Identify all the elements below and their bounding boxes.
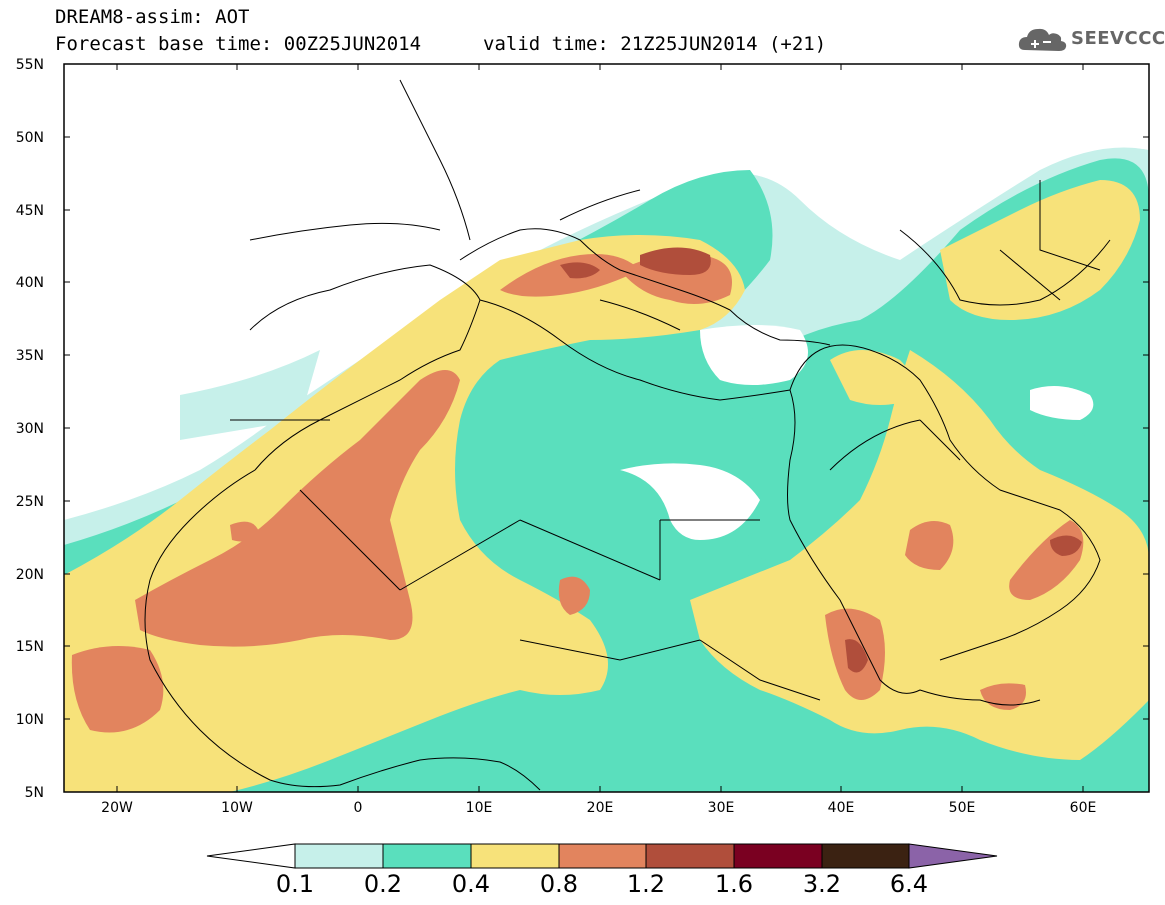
lat-label: 50N [16, 130, 44, 146]
colorbar-label: 1.6 [715, 870, 753, 898]
colorbar-segment [821, 843, 910, 869]
colorbar-label: 0.1 [276, 870, 314, 898]
colorbar-segment [733, 843, 823, 869]
lon-label: 60E [1070, 800, 1097, 816]
lon-label: 40E [828, 800, 855, 816]
colorbar-label: 1.2 [627, 870, 665, 898]
lon-label: 10E [466, 800, 493, 816]
colorbar-label: 0.4 [452, 870, 490, 898]
colorbar-segment [294, 843, 384, 869]
lat-label: 20N [16, 567, 44, 583]
lon-label: 50E [949, 800, 976, 816]
lon-label: 20W [101, 800, 133, 816]
valid-time: valid time: 21Z25JUN2014 (+21) [483, 33, 827, 55]
aot-band-low [64, 64, 1149, 540]
colorbar-segment [470, 843, 560, 869]
lon-label: 10W [221, 800, 253, 816]
lat-label: 25N [16, 494, 44, 510]
lon-axis: 20W 10W 0 10E 20E 30E 40E 50E 60E [101, 64, 1096, 816]
logo-text: SEEVCCC [1071, 28, 1165, 49]
lon-label: 0 [354, 800, 363, 816]
colorbar-segment [558, 843, 647, 869]
colorbar-label: 6.4 [890, 870, 928, 898]
seevccc-logo: SEEVCCC [1017, 24, 1165, 56]
lon-label: 30E [708, 800, 735, 816]
colorbar-segment-over [908, 843, 998, 869]
colorbar-label: 0.8 [540, 870, 578, 898]
lat-axis: 55N 50N 45N 40N 35N 30N 25N 20N 15N 10N … [16, 57, 1149, 801]
map-title: DREAM8-assim: AOT [55, 6, 250, 28]
aot-field [64, 64, 1149, 792]
colorbar: 0.1 0.2 0.4 0.8 1.2 1.6 3.2 6.4 [206, 843, 998, 898]
lat-label: 15N [16, 639, 44, 655]
colorbar-label: 3.2 [803, 870, 841, 898]
lat-label: 35N [16, 348, 44, 364]
lat-label: 5N [25, 785, 44, 801]
aot-band-0.8 [71, 254, 1084, 733]
lat-label: 10N [16, 712, 44, 728]
coastlines [144, 79, 1111, 791]
aot-band-1.2 [560, 247, 1082, 673]
lat-label: 40N [16, 275, 44, 291]
colorbar-segment-under [206, 843, 296, 869]
cloud-logo-icon [1018, 28, 1067, 51]
lon-label: 20E [587, 800, 614, 816]
lat-label: 30N [16, 421, 44, 437]
forecast-base-time: Forecast base time: 00Z25JUN2014 [55, 33, 422, 55]
lat-label: 55N [16, 57, 44, 73]
colorbar-label: 0.2 [364, 870, 402, 898]
lat-label: 45N [16, 203, 44, 219]
colorbar-segment [382, 843, 472, 869]
colorbar-segment [645, 843, 735, 869]
